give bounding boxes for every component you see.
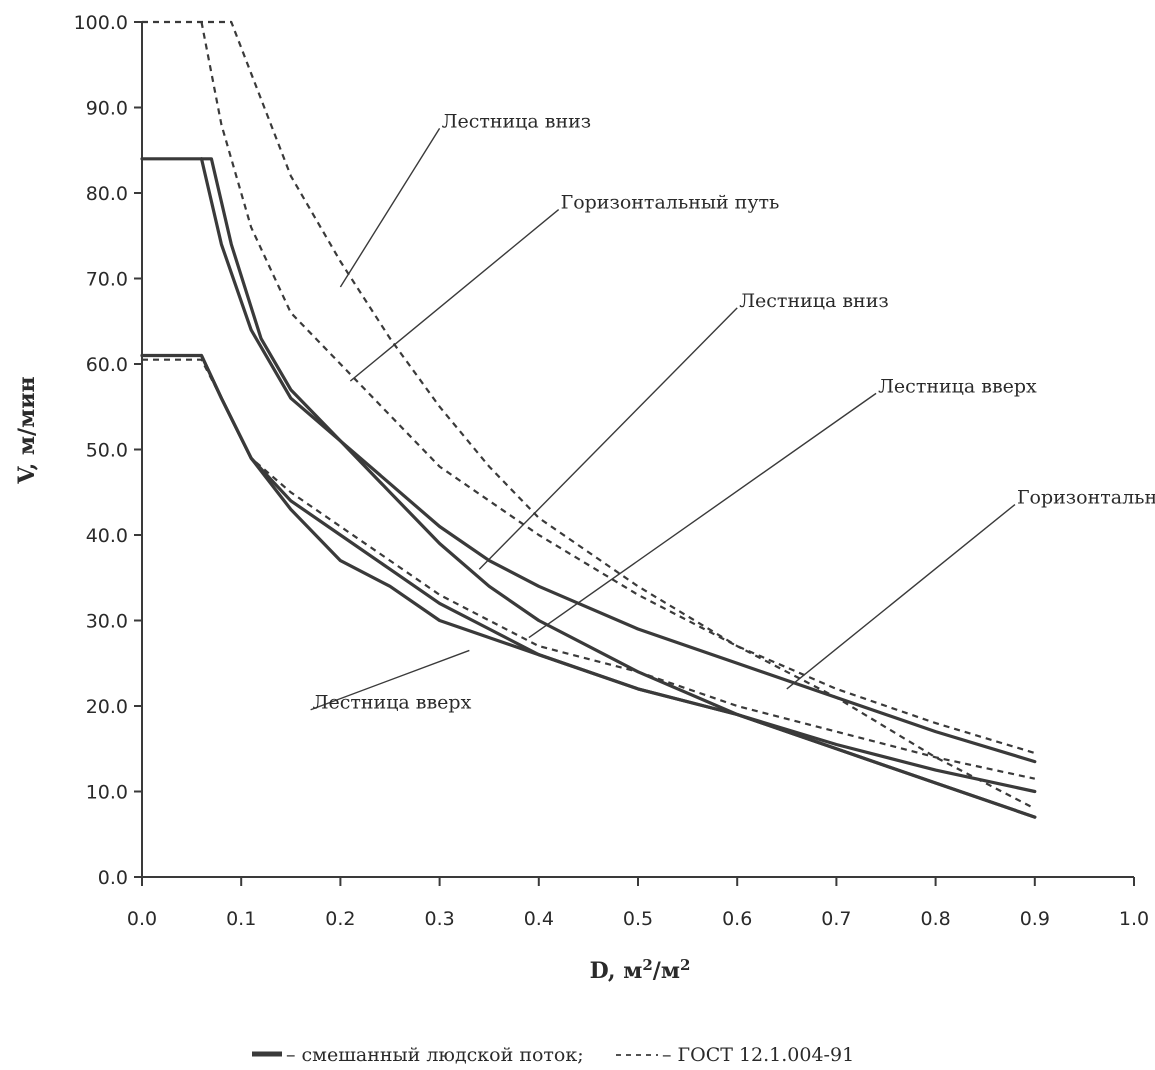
annotation-leader-5 <box>786 503 1016 690</box>
y-tick-label: 90.0 <box>86 98 128 120</box>
x-tick-label: 0.8 <box>920 908 950 930</box>
x-tick-label: 0.5 <box>623 908 653 930</box>
x-tick-label: 0.1 <box>226 908 256 930</box>
y-tick-label: 60.0 <box>86 354 128 376</box>
x-tick-label: 0.6 <box>722 908 752 930</box>
x-axis-label-sup2: 2 <box>680 956 690 974</box>
x-tick-label: 0.3 <box>424 908 454 930</box>
annotation-label-3: Лестница вниз <box>739 290 889 312</box>
series-line-7-dashed <box>142 358 1036 780</box>
y-tick-label: 100.0 <box>74 12 128 34</box>
annotation-leader-4 <box>528 392 877 639</box>
annotation-label-6: Лестница вверх <box>313 692 472 714</box>
annotation-label-5: Горизонтальный путь <box>1017 487 1155 509</box>
x-tick-label: 0.7 <box>821 908 851 930</box>
x-tick-label: 0.2 <box>325 908 355 930</box>
series-line-5-dashed <box>142 20 1036 810</box>
y-tick-label: 30.0 <box>86 611 128 633</box>
annotation-leader-1 <box>339 127 441 288</box>
annotations-group: Лестница вниз Горизонтальный путь Лестница… <box>310 110 1155 714</box>
x-tick-label: 1.0 <box>1119 908 1149 930</box>
series-group <box>140 20 1037 819</box>
y-tick-label: 20.0 <box>86 696 128 718</box>
annotation-label-4: Лестница вверх <box>878 375 1037 397</box>
annotation-label-2: Горизонтальный путь <box>561 192 780 214</box>
y-tick-label: 70.0 <box>86 269 128 291</box>
y-tick-label: 80.0 <box>86 183 128 205</box>
legend-solid-text: – смешанный людской поток; <box>286 1044 584 1066</box>
y-tick-label: 0.0 <box>98 867 128 889</box>
x-tick-label: 0.0 <box>127 908 157 930</box>
x-axis-label: D, м2/м2 <box>590 956 691 984</box>
y-axis-label: V, м/мин <box>14 376 40 484</box>
legend-dashed-text: – ГОСТ 12.1.004-91 <box>662 1044 854 1066</box>
y-tick-label: 50.0 <box>86 440 128 462</box>
y-tick-label: 40.0 <box>86 525 128 547</box>
annotation-leader-2 <box>349 209 560 382</box>
x-tick-label: 0.9 <box>1020 908 1050 930</box>
annotation-leader-6 <box>310 649 470 711</box>
series-line-6-dashed <box>200 21 1036 755</box>
x-axis-label-mid: /м <box>653 958 680 984</box>
series-line-2-solid <box>199 157 1037 819</box>
annotation-leader-3 <box>478 307 738 570</box>
series-line-1-solid <box>140 157 1037 764</box>
y-tick-label: 10.0 <box>86 782 128 804</box>
series-line-3-solid <box>140 353 1037 794</box>
annotation-label-1: Лестница вниз <box>442 110 592 132</box>
legend: – смешанный людской поток; – ГОСТ 12.1.0… <box>252 1044 854 1066</box>
axes: 0.0 0.1 0.2 0.3 0.4 0.5 0.6 0.7 0.8 0.9 1.0 0.0 10.0… <box>74 12 1150 930</box>
x-axis-label-main: D, м <box>590 958 643 984</box>
x-axis-label-sup1: 2 <box>642 956 652 974</box>
x-tick-label: 0.4 <box>524 908 554 930</box>
